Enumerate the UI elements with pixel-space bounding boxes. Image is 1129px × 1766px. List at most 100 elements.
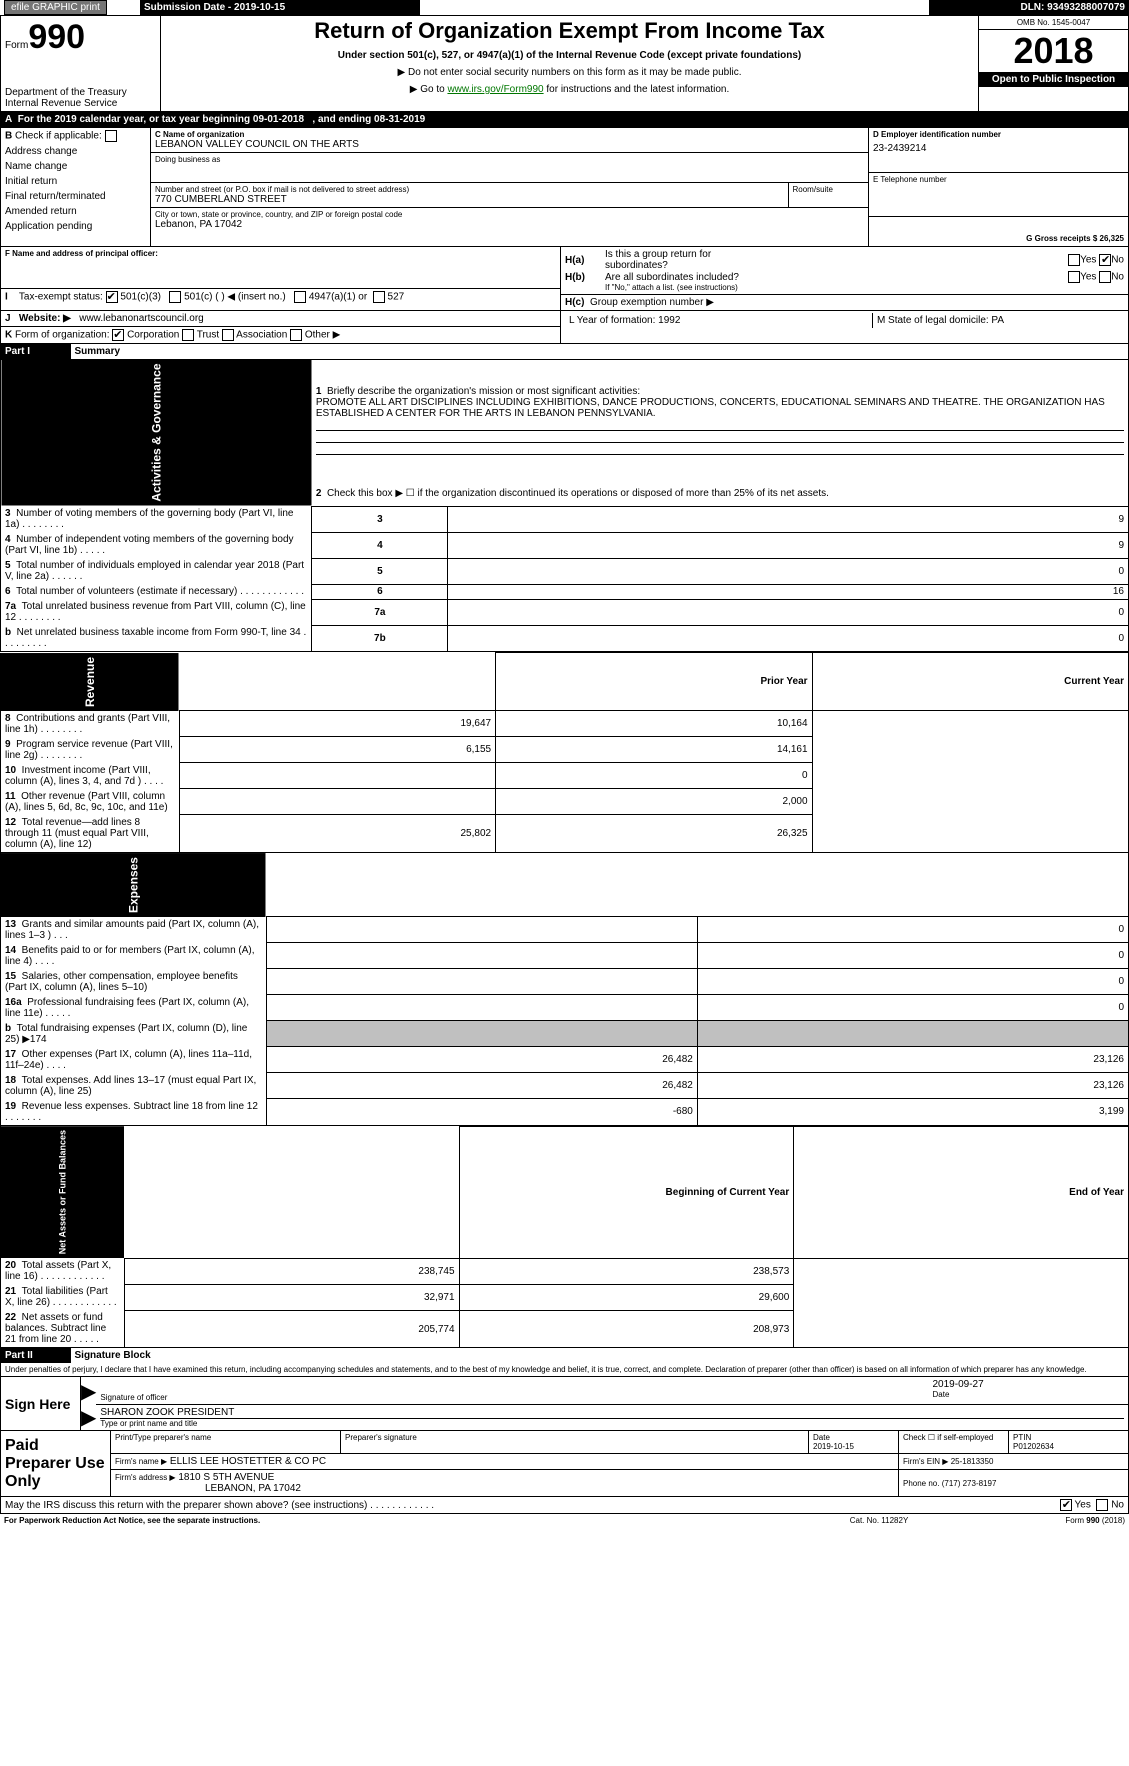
- ptin: P01202634: [1013, 1442, 1124, 1451]
- k-trust[interactable]: [182, 329, 194, 341]
- opt-527: 527: [388, 292, 405, 303]
- pt-date-label: Date: [813, 1433, 894, 1442]
- dept-treasury: Department of the Treasury: [5, 87, 156, 98]
- check-501c[interactable]: [169, 291, 181, 303]
- vert-activities: Activities & Governance: [1, 360, 312, 507]
- check-527[interactable]: [373, 291, 385, 303]
- firm-addr1: 1810 S 5TH AVENUE: [178, 1472, 274, 1483]
- website: www.lebanonartscouncil.org: [79, 313, 204, 324]
- footer: For Paperwork Reduction Act Notice, see …: [0, 1514, 1129, 1527]
- open-public: Open to Public Inspection: [979, 72, 1128, 87]
- activities-governance: Activities & Governance 1 Briefly descri…: [0, 359, 1129, 652]
- check-501c3[interactable]: [106, 291, 118, 303]
- expenses-section: Expenses 13 Grants and similar amounts p…: [0, 853, 1129, 1126]
- note-ssn: ▶ Do not enter social security numbers o…: [165, 67, 974, 78]
- revenue-section: Revenue Prior Year Current Year 8 Contri…: [0, 652, 1129, 853]
- sign-here-block: Sign Here ▶ Signature of officer 2019-09…: [0, 1377, 1129, 1431]
- firm-name: ELLIS LEE HOSTETTER & CO PC: [170, 1456, 326, 1467]
- firm-addr2: LEBANON, PA 17042: [205, 1483, 301, 1494]
- mission-text: PROMOTE ALL ART DISCIPLINES INCLUDING EX…: [316, 397, 1105, 419]
- b-title: Check if applicable:: [15, 131, 102, 142]
- k-corp[interactable]: [112, 329, 124, 341]
- table-row: b Net unrelated business taxable income …: [1, 625, 1129, 652]
- table-row: 16a Professional fundraising fees (Part …: [1, 995, 1129, 1021]
- efile-button[interactable]: efile GRAPHIC print: [4, 0, 107, 15]
- form-title: Return of Organization Exempt From Incom…: [165, 18, 974, 44]
- firm-ein: 25-1813350: [951, 1457, 994, 1466]
- submission-date: Submission Date - 2019-10-15: [140, 0, 420, 15]
- table-row: 19 Revenue less expenses. Subtract line …: [1, 1099, 1129, 1126]
- b-item: Amended return: [5, 206, 146, 217]
- firm-ein-label: Firm's EIN ▶: [903, 1457, 948, 1466]
- netassets-section: Net Assets or Fund Balances Beginning of…: [0, 1126, 1129, 1349]
- dln: DLN: 93493288007079: [929, 0, 1129, 15]
- k-assoc[interactable]: [222, 329, 234, 341]
- discuss-no[interactable]: [1096, 1499, 1108, 1511]
- hb-yes[interactable]: [1068, 271, 1080, 283]
- form-prefix: Form: [5, 40, 28, 51]
- table-row: 6 Total number of volunteers (estimate i…: [1, 584, 1129, 599]
- omb-no: OMB No. 1545-0047: [979, 16, 1128, 30]
- hb-no[interactable]: [1099, 271, 1111, 283]
- part1-subtitle: Summary: [71, 344, 1129, 359]
- pt-preparer-label: Print/Type preparer's name: [111, 1431, 341, 1454]
- opt-501c: 501(c) ( ) ◀ (insert no.): [184, 292, 286, 303]
- ein: 23-2439214: [873, 143, 1124, 154]
- irs-link[interactable]: www.irs.gov/Form990: [447, 84, 543, 95]
- col-end: End of Year: [794, 1126, 1129, 1258]
- firm-name-label: Firm's name ▶: [115, 1457, 167, 1466]
- section-f-m: F Name and address of principal officer:…: [0, 247, 1129, 344]
- table-row: 10 Investment income (Part VIII, column …: [1, 763, 1129, 789]
- discuss-yes[interactable]: [1060, 1499, 1072, 1511]
- i-label: Tax-exempt status:: [19, 292, 103, 303]
- part1-header: Part I Summary: [0, 344, 1129, 359]
- k-other[interactable]: [290, 329, 302, 341]
- table-row: 17 Other expenses (Part IX, column (A), …: [1, 1047, 1129, 1073]
- street: 770 CUMBERLAND STREET: [155, 194, 784, 205]
- discuss-text: May the IRS discuss this return with the…: [1, 1497, 969, 1514]
- table-row: 4 Number of independent voting members o…: [1, 532, 1129, 558]
- note-goto: ▶ Go to www.irs.gov/Form990 for instruct…: [165, 84, 974, 95]
- penalties-text: Under penalties of perjury, I declare th…: [0, 1363, 1129, 1377]
- ha-yes[interactable]: [1068, 254, 1080, 266]
- table-row: 8 Contributions and grants (Part VIII, l…: [1, 711, 1129, 737]
- ha-no[interactable]: [1099, 254, 1111, 266]
- b-check-applicable[interactable]: [105, 130, 117, 142]
- part2-subtitle: Signature Block: [71, 1348, 1129, 1363]
- tax-year: 2018: [979, 30, 1128, 72]
- blank-line: [316, 431, 1124, 443]
- table-row: 20 Total assets (Part X, line 16) . . . …: [1, 1258, 1129, 1284]
- room-label: Room/suite: [788, 183, 868, 208]
- table-row: b Total fundraising expenses (Part IX, c…: [1, 1021, 1129, 1047]
- ptin-label: PTIN: [1013, 1433, 1124, 1442]
- vert-netassets: Net Assets or Fund Balances: [1, 1126, 125, 1258]
- check-4947[interactable]: [294, 291, 306, 303]
- blank-line: [316, 419, 1124, 431]
- line-a-begin: For the 2019 calendar year, or tax year …: [18, 114, 304, 125]
- table-row: 21 Total liabilities (Part X, line 26) .…: [1, 1284, 1129, 1310]
- org-name: LEBANON VALLEY COUNCIL ON THE ARTS: [155, 139, 864, 150]
- section-b-g: B Check if applicable: Address change Na…: [0, 128, 1129, 247]
- paid-preparer-block: Paid Preparer Use Only Print/Type prepar…: [0, 1431, 1129, 1497]
- city: Lebanon, PA 17042: [155, 219, 864, 230]
- d-label: D Employer identification number: [873, 130, 1124, 139]
- col-current: Current Year: [812, 653, 1128, 711]
- form-header: Form990 Department of the Treasury Inter…: [0, 15, 1129, 112]
- paid-preparer-label: Paid Preparer Use Only: [1, 1431, 111, 1497]
- table-row: 7a Total unrelated business revenue from…: [1, 599, 1129, 625]
- b-item: Application pending: [5, 221, 146, 232]
- ha-label: Is this a group return for: [605, 249, 711, 260]
- opt-501c3: 501(c)(3): [120, 292, 161, 303]
- col-begin: Beginning of Current Year: [459, 1126, 794, 1258]
- b-item: Name change: [5, 161, 146, 172]
- table-row: 22 Net assets or fund balances. Subtract…: [1, 1310, 1129, 1348]
- h-block: H(a) Is this a group return forsubordina…: [565, 249, 1124, 292]
- form-subtitle: Under section 501(c), 527, or 4947(a)(1)…: [165, 50, 974, 61]
- table-row: 11 Other revenue (Part VIII, column (A),…: [1, 789, 1129, 815]
- table-row: 9 Program service revenue (Part VIII, li…: [1, 737, 1129, 763]
- form-foot-no: 990: [1086, 1516, 1099, 1525]
- g-label: G Gross receipts $ 26,325: [1026, 234, 1124, 243]
- col-prior: Prior Year: [496, 653, 812, 711]
- l-year: L Year of formation: 1992: [565, 313, 872, 328]
- dba-label: Doing business as: [155, 155, 864, 164]
